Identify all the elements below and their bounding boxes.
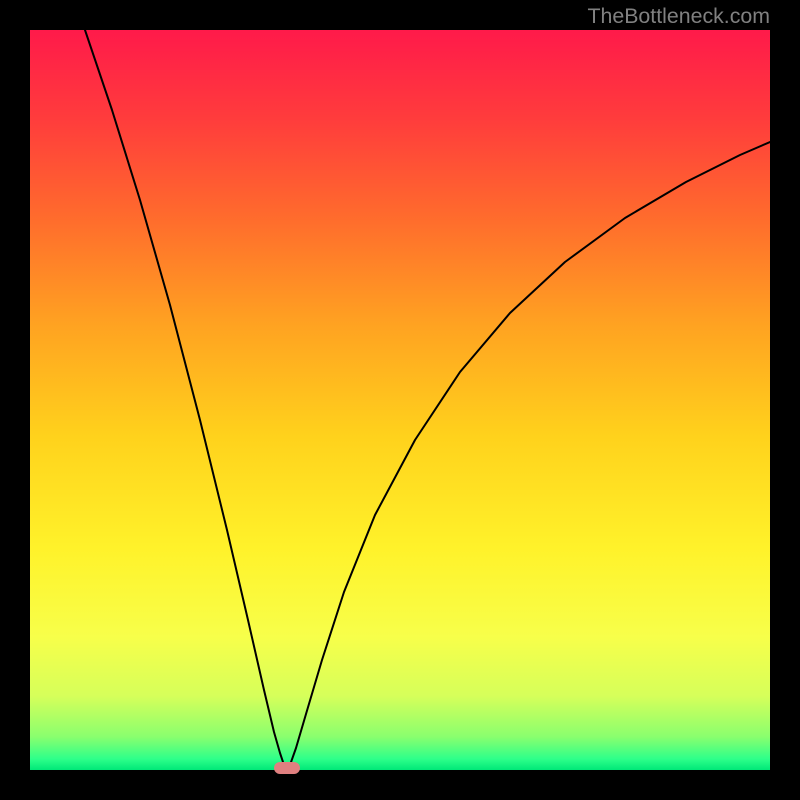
plot-area (30, 30, 770, 770)
watermark: TheBottleneck.com (587, 4, 770, 29)
optimal-marker (274, 762, 300, 774)
bottleneck-curve (85, 30, 770, 770)
chart-container: TheBottleneck.com (0, 0, 800, 800)
curve-svg (30, 30, 770, 770)
watermark-text: TheBottleneck.com (587, 4, 770, 28)
